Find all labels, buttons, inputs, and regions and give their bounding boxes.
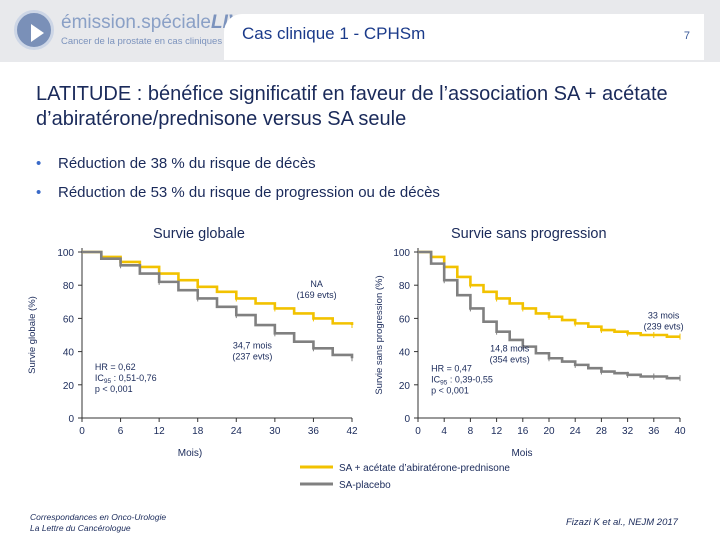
- annotation-text: p < 0,001: [95, 384, 133, 394]
- y-tick-label: 0: [68, 414, 74, 425]
- x-tick-label: 12: [154, 426, 166, 437]
- banner-title: Cas clinique 1 - CPHSm: [242, 24, 426, 43]
- citation: Fizazi K et al., NEJM 2017: [566, 517, 678, 528]
- y-tick-label: 80: [399, 281, 411, 292]
- y-axis-label: Survie sans progression (%): [374, 275, 385, 394]
- bullet-dot-icon: •: [36, 155, 42, 172]
- slide-title: LATITUDE : bénéfice significatif en fave…: [36, 83, 668, 130]
- x-axis-label: Mois: [511, 448, 532, 459]
- x-tick-label: 24: [231, 426, 243, 437]
- annotation-text: (237 evts): [232, 351, 272, 361]
- x-tick-label: 4: [441, 426, 447, 437]
- x-tick-label: 24: [570, 426, 582, 437]
- annotation-text: IC95 : 0,39-0,55: [431, 375, 493, 387]
- x-tick-label: 42: [346, 426, 358, 437]
- y-tick-label: 20: [399, 381, 411, 392]
- x-tick-label: 40: [674, 426, 686, 437]
- chart-title-os: Survie globale: [153, 226, 245, 242]
- title-banner: Cas clinique 1 - CPHSm 7: [224, 14, 704, 60]
- page-number: 7: [683, 30, 690, 42]
- x-tick-label: 16: [517, 426, 529, 437]
- annotation-text: 14,8 mois: [490, 344, 530, 354]
- bullet-dot-icon: •: [36, 184, 42, 201]
- x-tick-label: 18: [192, 426, 204, 437]
- annotation-text: HR = 0,47: [431, 364, 472, 374]
- legend-label: SA + acétate d’abiratérone-prednisone: [339, 463, 510, 474]
- legend-label: SA-placebo: [339, 480, 391, 491]
- x-tick-label: 30: [269, 426, 281, 437]
- y-tick-label: 20: [63, 381, 75, 392]
- chart-title-pfs: Survie sans progression: [451, 226, 607, 242]
- x-tick-label: 32: [622, 426, 634, 437]
- logo: émission.spécialeLIVE Cancer de la prost…: [14, 10, 253, 54]
- x-tick-label: 0: [415, 426, 421, 437]
- logo-subtitle: Cancer de la prostate en cas cliniques: [61, 36, 223, 47]
- x-tick-label: 36: [648, 426, 660, 437]
- km-curve-placebo: [82, 250, 354, 359]
- x-tick-label: 12: [491, 426, 503, 437]
- bullet-item: • Réduction de 38 % du risque de décès: [36, 155, 316, 172]
- y-tick-label: 0: [404, 414, 410, 425]
- annotation-text: 33 mois: [648, 310, 680, 320]
- x-tick-label: 20: [543, 426, 555, 437]
- bullet-item: • Réduction de 53 % du risque de progress…: [36, 184, 440, 201]
- km-curve-treatment: [82, 250, 354, 326]
- footer-source: Correspondances en Onco-Urologie La Lett…: [30, 512, 167, 533]
- y-tick-label: 40: [399, 348, 411, 359]
- y-axis-label: Survie globale (%): [27, 296, 38, 374]
- y-tick-label: 100: [393, 248, 410, 259]
- x-tick-label: 8: [468, 426, 474, 437]
- y-tick-label: 80: [63, 281, 75, 292]
- annotation-text: (169 evts): [297, 290, 337, 300]
- x-tick-label: 0: [79, 426, 85, 437]
- y-tick-label: 60: [63, 314, 75, 325]
- x-tick-label: 6: [118, 426, 124, 437]
- y-tick-label: 40: [63, 348, 75, 359]
- x-axis-label: Mois): [178, 448, 202, 459]
- annotation-text: 34,7 mois: [233, 340, 273, 350]
- annotation-text: (239 evts): [644, 321, 684, 331]
- y-tick-label: 60: [399, 314, 411, 325]
- x-tick-label: 36: [308, 426, 320, 437]
- play-circle-icon: [14, 10, 54, 50]
- header-bar: émission.spécialeLIVE Cancer de la prost…: [0, 0, 720, 62]
- annotation-text: IC95 : 0,51-0,76: [95, 373, 157, 385]
- y-tick-label: 100: [57, 248, 74, 259]
- x-tick-label: 28: [596, 426, 608, 437]
- annotation-text: p < 0,001: [431, 386, 469, 396]
- annotation-text: (354 evts): [490, 355, 530, 365]
- annotation-text: NA: [310, 279, 323, 289]
- annotation-text: HR = 0,62: [95, 362, 136, 372]
